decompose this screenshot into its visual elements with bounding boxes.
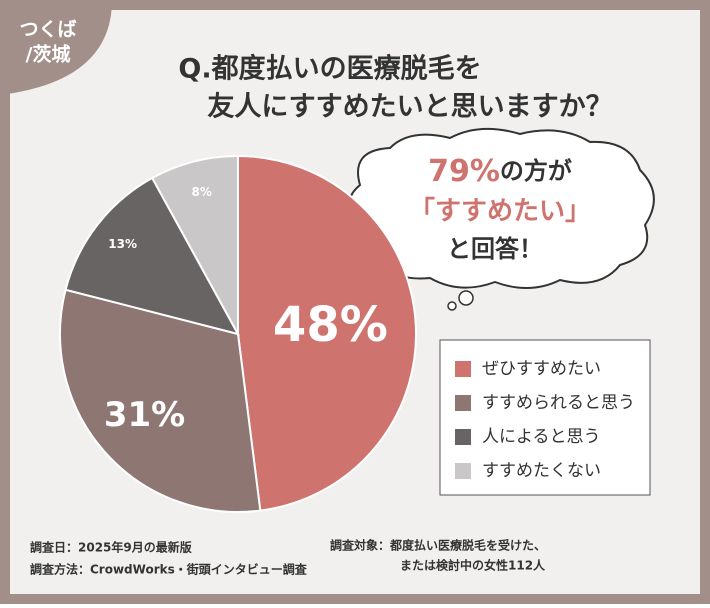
legend-label: すすめられると思う <box>482 393 635 413</box>
legend-swatch <box>455 361 471 377</box>
pie-slice <box>150 154 239 335</box>
legend-label: すすめたくない <box>482 461 601 481</box>
callout-dot <box>458 290 474 306</box>
pie-slice <box>59 288 262 513</box>
callout-line: 「すすめたい」 <box>409 196 591 227</box>
callout-line: の方が <box>500 157 572 185</box>
callout: 79%の方が 「すすめたい」 と回答！ <box>348 127 655 311</box>
legend-swatch <box>455 463 471 479</box>
footnote: 調査方法：CrowdWorks・街頭インタビュー調査 <box>30 562 308 577</box>
value-label: 31% <box>104 395 185 435</box>
legend-box <box>439 339 651 496</box>
callout-dot <box>447 301 457 311</box>
footnote: 調査対象：都度払い医療脱毛を受けた、 <box>330 538 546 553</box>
callout-text: 79%の方が <box>428 154 572 189</box>
value-label: 13% <box>108 237 137 251</box>
pie-slice <box>64 176 240 336</box>
legend-label: ぜひすすめたい <box>482 359 601 379</box>
pie-slice <box>237 154 417 512</box>
callout-highlight: 79% <box>428 154 500 189</box>
footnote: または検討中の女性112人 <box>400 558 546 573</box>
value-label: 8% <box>192 185 212 199</box>
legend-swatch <box>455 395 471 411</box>
value-label: 48% <box>273 297 388 353</box>
callout-line: と回答！ <box>447 235 543 263</box>
footnote: 調査日：2025年9月の最新版 <box>30 540 192 555</box>
corner-tag: つくば <box>19 19 76 41</box>
title: 友人にすすめたいと思いますか？ <box>207 92 612 123</box>
legend-label: 人によると思う <box>482 427 601 447</box>
legend-swatch <box>455 429 471 445</box>
corner-tag: /茨城 <box>26 43 71 66</box>
title: Q.都度払いの医療脱毛を <box>178 53 481 85</box>
corner-blob <box>0 0 112 95</box>
